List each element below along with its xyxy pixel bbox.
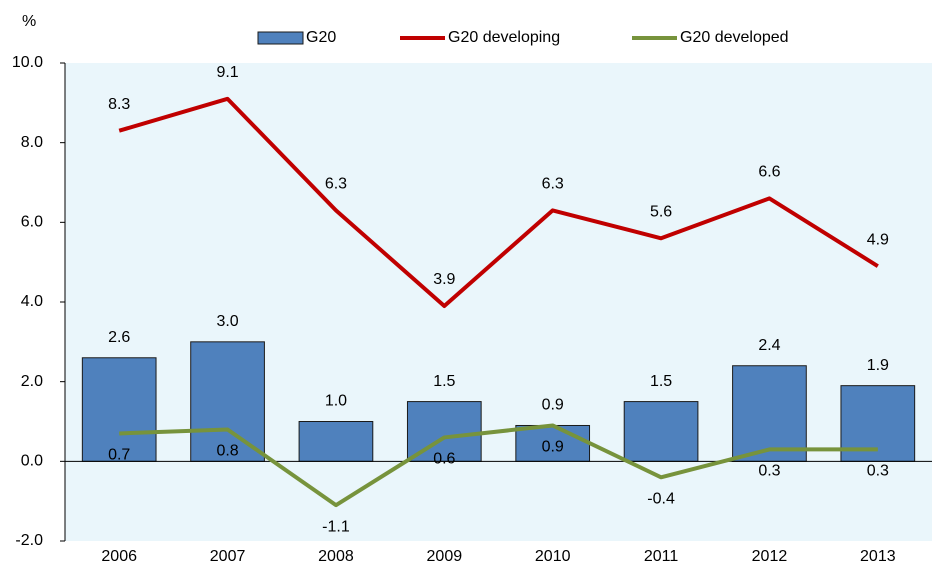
data-label: 1.5 xyxy=(650,373,672,390)
plot-area xyxy=(65,63,932,541)
legend-label: G20 developed xyxy=(680,29,789,46)
line xyxy=(118,96,879,308)
x-tick-label: 2010 xyxy=(535,548,571,565)
data-label: 4.9 xyxy=(867,231,889,248)
y-tick-label: 0.0 xyxy=(21,453,43,470)
y-axis-label: % xyxy=(22,13,36,30)
x-tick-label: 2013 xyxy=(860,548,896,565)
data-label: 8.3 xyxy=(108,96,130,113)
data-label: 6.3 xyxy=(325,176,347,193)
data-label: 9.1 xyxy=(216,64,238,81)
x-tick-label: 2008 xyxy=(318,548,354,565)
data-label: 1.0 xyxy=(325,393,347,410)
x-tick-label: 2009 xyxy=(427,548,463,565)
x-tick-label: 2006 xyxy=(101,548,137,565)
data-label: 0.8 xyxy=(216,443,238,460)
data-label: 0.9 xyxy=(542,397,564,414)
y-tick-label: 6.0 xyxy=(21,214,43,231)
data-label: 0.7 xyxy=(108,447,130,464)
data-label: 1.9 xyxy=(867,357,889,374)
data-label: 3.0 xyxy=(216,313,238,330)
data-label: 3.9 xyxy=(433,271,455,288)
x-tick-label: 2011 xyxy=(644,548,679,565)
data-label: 1.5 xyxy=(433,373,455,390)
y-tick-label: -2.0 xyxy=(15,532,43,549)
bar xyxy=(623,401,699,462)
data-label: 2.4 xyxy=(758,337,780,354)
bar xyxy=(732,365,807,462)
data-label: 6.6 xyxy=(758,164,780,181)
data-label: 0.6 xyxy=(433,451,455,468)
bar xyxy=(298,421,374,462)
x-tick-label: 2012 xyxy=(752,548,788,565)
data-label: -1.1 xyxy=(322,518,350,535)
data-label: 0.9 xyxy=(542,439,564,456)
y-tick-label: 2.0 xyxy=(21,373,43,390)
y-tick-label: 10.0 xyxy=(12,54,43,71)
data-label: -0.4 xyxy=(647,490,675,507)
line xyxy=(119,423,878,508)
bar xyxy=(515,424,591,462)
y-tick-label: 8.0 xyxy=(21,134,43,151)
data-label: 0.3 xyxy=(758,463,780,480)
data-label: 2.6 xyxy=(108,329,130,346)
data-label: 5.6 xyxy=(650,203,672,220)
data-label: 0.3 xyxy=(867,463,889,480)
y-tick-label: 4.0 xyxy=(21,293,43,310)
legend-swatch xyxy=(257,31,304,45)
legend-label: G20 xyxy=(306,29,336,46)
x-tick-label: 2007 xyxy=(210,548,246,565)
bar xyxy=(190,341,265,462)
data-label: 6.3 xyxy=(542,176,564,193)
legend-label: G20 developing xyxy=(448,29,560,46)
